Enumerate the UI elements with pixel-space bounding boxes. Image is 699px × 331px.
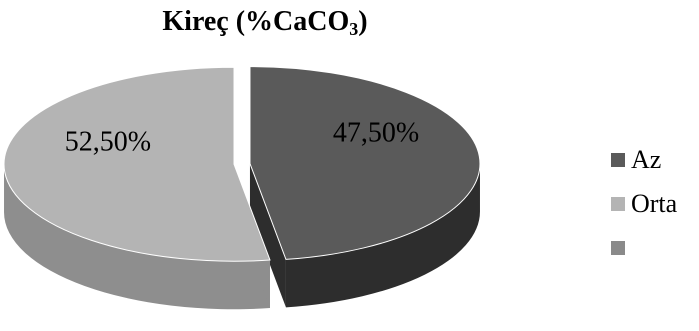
pie-cut-az [249,163,286,308]
data-label-orta: 52,50% [65,126,151,157]
pie-labels: 47,50% 52,50% [65,117,419,157]
pie-side-az [285,163,480,308]
chart-title: Kireç (%CaCO3) [162,6,368,39]
legend-item-az: Az [611,138,677,182]
pie-slice-az [249,66,481,260]
legend-item-3 [611,226,677,270]
pie-slice-orta [3,66,271,262]
legend-label-az: Az [631,145,662,174]
pie-side-orta [4,164,270,310]
pie-tops [3,66,481,262]
legend-swatch-orta [611,197,625,211]
data-label-az: 47,50% [333,117,419,148]
legend-item-orta: Orta [611,182,677,226]
legend-swatch-az [611,153,625,167]
legend-swatch-3 [611,241,625,255]
legend-label-orta: Orta [631,189,678,218]
legend: Az Orta [611,138,677,270]
pie-chart: 47,50% 52,50% [3,66,481,310]
